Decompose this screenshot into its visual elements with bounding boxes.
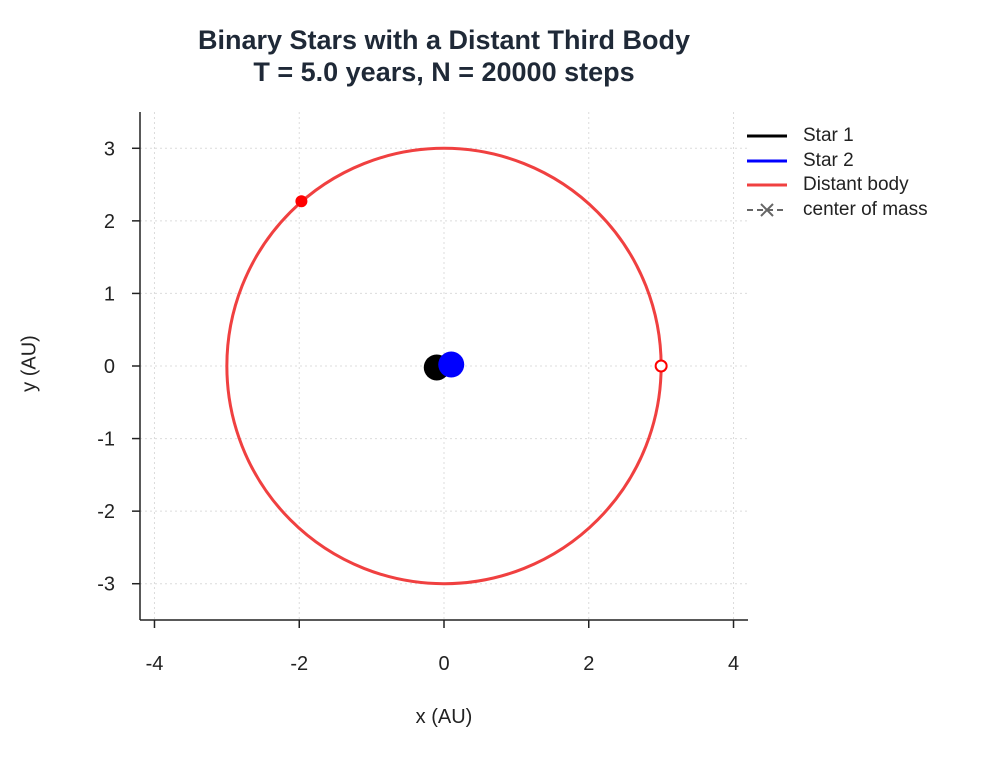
legend-swatch-distant-body xyxy=(747,183,787,187)
y-tick-label: 2 xyxy=(104,211,115,233)
x-tick-label: 0 xyxy=(438,653,449,675)
legend-item-star-1: Star 1 xyxy=(745,124,928,149)
legend-swatch-center-of-mass xyxy=(747,203,787,217)
legend-swatch-star-1 xyxy=(747,134,787,138)
x-tick-label: -2 xyxy=(290,653,308,675)
legend-swatch-star-2 xyxy=(747,159,787,163)
legend-label: Distant body xyxy=(803,174,909,196)
y-tick-label: -1 xyxy=(97,429,115,451)
x-tick-label: -4 xyxy=(146,653,164,675)
x-tick-label: 2 xyxy=(583,653,594,675)
legend-item-center-of-mass: center of mass xyxy=(745,198,928,223)
legend: Star 1 Star 2 Distant body center of mas… xyxy=(745,124,928,222)
chart-marks xyxy=(225,146,668,586)
legend-label: Star 1 xyxy=(803,125,854,147)
grid-lines xyxy=(140,112,748,620)
axes: -4 -2 0 2 4 3 2 1 0 -1 -2 -3 xyxy=(97,112,748,675)
legend-item-star-2: Star 2 xyxy=(745,149,928,174)
legend-label: Star 2 xyxy=(803,149,854,171)
y-tick-label: 3 xyxy=(104,138,115,160)
y-tick-label: 0 xyxy=(104,356,115,378)
x-tick-label: 4 xyxy=(728,653,739,675)
distant-body-start-marker xyxy=(654,359,668,373)
legend-label: center of mass xyxy=(803,198,928,220)
star-2-marker xyxy=(438,351,465,378)
x-axis-label: x (AU) xyxy=(415,706,473,728)
y-axis-label: y (AU) xyxy=(18,335,41,392)
y-tick-label: 1 xyxy=(104,283,115,305)
legend-item-distant-body: Distant body xyxy=(745,173,928,198)
y-tick-label: -2 xyxy=(97,501,115,523)
chart-title: Binary Stars with a Distant Third Body xyxy=(197,25,691,55)
y-tick-label: -3 xyxy=(97,574,115,596)
distant-body-current-marker xyxy=(295,195,308,208)
chart-subtitle: T = 5.0 years, N = 20000 steps xyxy=(253,57,635,87)
